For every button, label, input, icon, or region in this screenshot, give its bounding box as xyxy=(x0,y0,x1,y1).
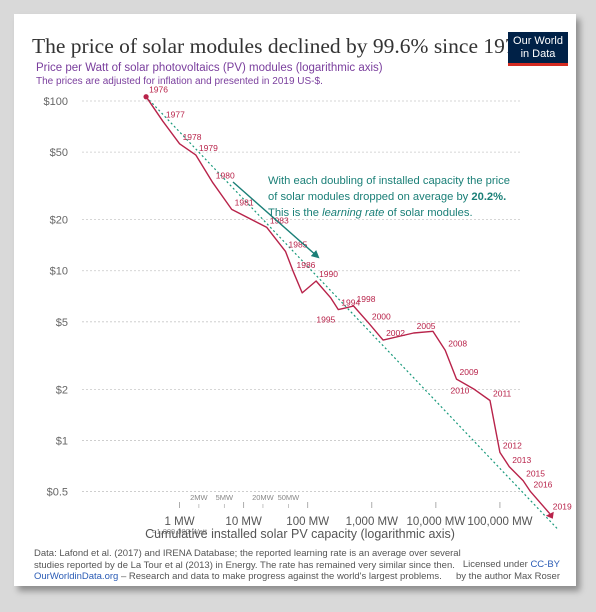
x-tick-label: 1 MW xyxy=(165,516,195,528)
y-tick-label: $10 xyxy=(50,266,68,278)
year-label: 1976 xyxy=(149,85,168,95)
annotation-line-2-bold: 20.2%. xyxy=(471,191,506,203)
annotation-line-1: With each doubling of installed capacity… xyxy=(268,175,510,187)
year-label: 2010 xyxy=(451,385,470,395)
logo-line-2: in Data xyxy=(520,48,556,60)
year-label: 1978 xyxy=(183,132,202,142)
year-label: 1977 xyxy=(166,109,185,119)
trend-line-layer xyxy=(145,96,559,530)
year-label: 1985 xyxy=(288,239,307,249)
year-label: 2002 xyxy=(386,328,405,338)
x-minor-tick-label: 50MW xyxy=(278,493,301,502)
footer-site-line: OurWorldinData.org – Research and data t… xyxy=(34,571,461,583)
footer-source: Data: Lafond et al. (2017) and IRENA Dat… xyxy=(34,548,461,583)
logo-accent-bar xyxy=(508,63,568,66)
annotation-line-2-pre: of solar modules dropped on average by xyxy=(268,191,471,203)
year-label: 1983 xyxy=(270,215,289,225)
year-label: 1981 xyxy=(235,197,254,207)
year-label: 2013 xyxy=(512,455,531,465)
x-minor-tick-label: 20MW xyxy=(252,493,275,502)
x-axis-title: Cumulative installed solar PV capacity (… xyxy=(145,527,455,541)
series-start-point xyxy=(143,94,149,100)
y-tick-label: $2 xyxy=(56,384,68,396)
annotation-line-3-post: of solar modules. xyxy=(384,207,472,219)
y-tick-label: $100 xyxy=(44,96,68,108)
license-link[interactable]: CC-BY xyxy=(530,559,560,570)
y-tick-label: $5 xyxy=(56,317,68,329)
chart-card: The price of solar modules declined by 9… xyxy=(14,14,576,586)
year-label: 2012 xyxy=(503,440,522,450)
year-label: 2015 xyxy=(526,469,545,479)
year-label: 1986 xyxy=(297,260,316,270)
year-label: 1979 xyxy=(199,143,218,153)
logo-line-1: Our World xyxy=(513,35,563,47)
year-label: 2000 xyxy=(372,311,391,321)
x-tick-label: 10 MW xyxy=(225,516,262,528)
year-label: 2009 xyxy=(460,367,479,377)
series-layer xyxy=(143,94,554,519)
price-series-line xyxy=(145,96,551,515)
year-label: 1995 xyxy=(316,315,335,325)
chart-subtitle: Price per Watt of solar photovoltaics (P… xyxy=(36,62,383,74)
x-tick-label: 100,000 MW xyxy=(467,516,532,528)
x-tick-label: 100 MW xyxy=(286,516,329,528)
y-axis-ticks: $100 $50 $20 $10 $5 $2 $1 $0.5 xyxy=(44,96,68,499)
annotation-arrow xyxy=(232,181,320,259)
annotation-line-3-pre: This is the xyxy=(268,207,322,219)
license-prefix: Licensed under xyxy=(462,559,531,570)
author-line: by the author Max Roser xyxy=(455,570,560,582)
annotation-line-3-italic: learning rate xyxy=(322,207,384,219)
year-label: 2005 xyxy=(417,321,436,331)
grid-lines xyxy=(82,100,520,492)
x-axis-ticks: 1 MW 10 MW 100 MW 1,000 MW 10,000 MW 100,000 … xyxy=(152,493,533,536)
y-tick-label: $20 xyxy=(50,215,68,227)
y-tick-label: $50 xyxy=(50,147,68,159)
footer-tagline: – Research and data to make progress aga… xyxy=(118,571,442,582)
chart-svg: $100$50$20$10$5$2$1$0.5 1 MW 10 MW 100 MW 1… xyxy=(44,85,572,541)
x-tick-label: 10,000 MW xyxy=(406,516,465,528)
series-end-arrow xyxy=(545,511,554,519)
y-tick-label: $1 xyxy=(56,435,68,447)
year-label: 2008 xyxy=(448,338,467,348)
year-label: 2016 xyxy=(533,480,552,490)
footer-license: Licensed under CC-BY by the author Max R… xyxy=(456,559,560,582)
year-label: 1998 xyxy=(357,294,376,304)
y-tick-label: $0.5 xyxy=(47,487,68,499)
year-label: 1994 xyxy=(341,298,360,308)
year-label: 2011 xyxy=(493,388,512,398)
learning-rate-trend-line xyxy=(145,96,559,530)
footer-source-line-2: studies reported by de La Tour et al (20… xyxy=(34,559,455,571)
owid-logo[interactable]: Our World in Data xyxy=(508,32,568,66)
chart-note: The prices are adjusted for inflation an… xyxy=(36,76,323,87)
year-label: 1980 xyxy=(216,171,235,181)
year-label: 2019 xyxy=(553,502,572,512)
chart-title: The price of solar modules declined by 9… xyxy=(32,34,527,58)
x-minor-tick-label: 5MW xyxy=(216,493,234,502)
x-minor-tick-label: 2MW xyxy=(190,493,208,502)
site-link[interactable]: OurWorldinData.org xyxy=(34,571,119,582)
x-sub-label: =1,000,000 Watt xyxy=(152,527,208,536)
x-tick-label: 1,000 MW xyxy=(346,516,399,528)
year-label: 1990 xyxy=(319,269,338,279)
footer-source-line-1: Data: Lafond et al. (2017) and IRENA Dat… xyxy=(34,548,461,559)
license-line: Licensed under CC-BY xyxy=(456,559,560,571)
annotation-text: With each doubling of installed capacity… xyxy=(268,175,513,219)
